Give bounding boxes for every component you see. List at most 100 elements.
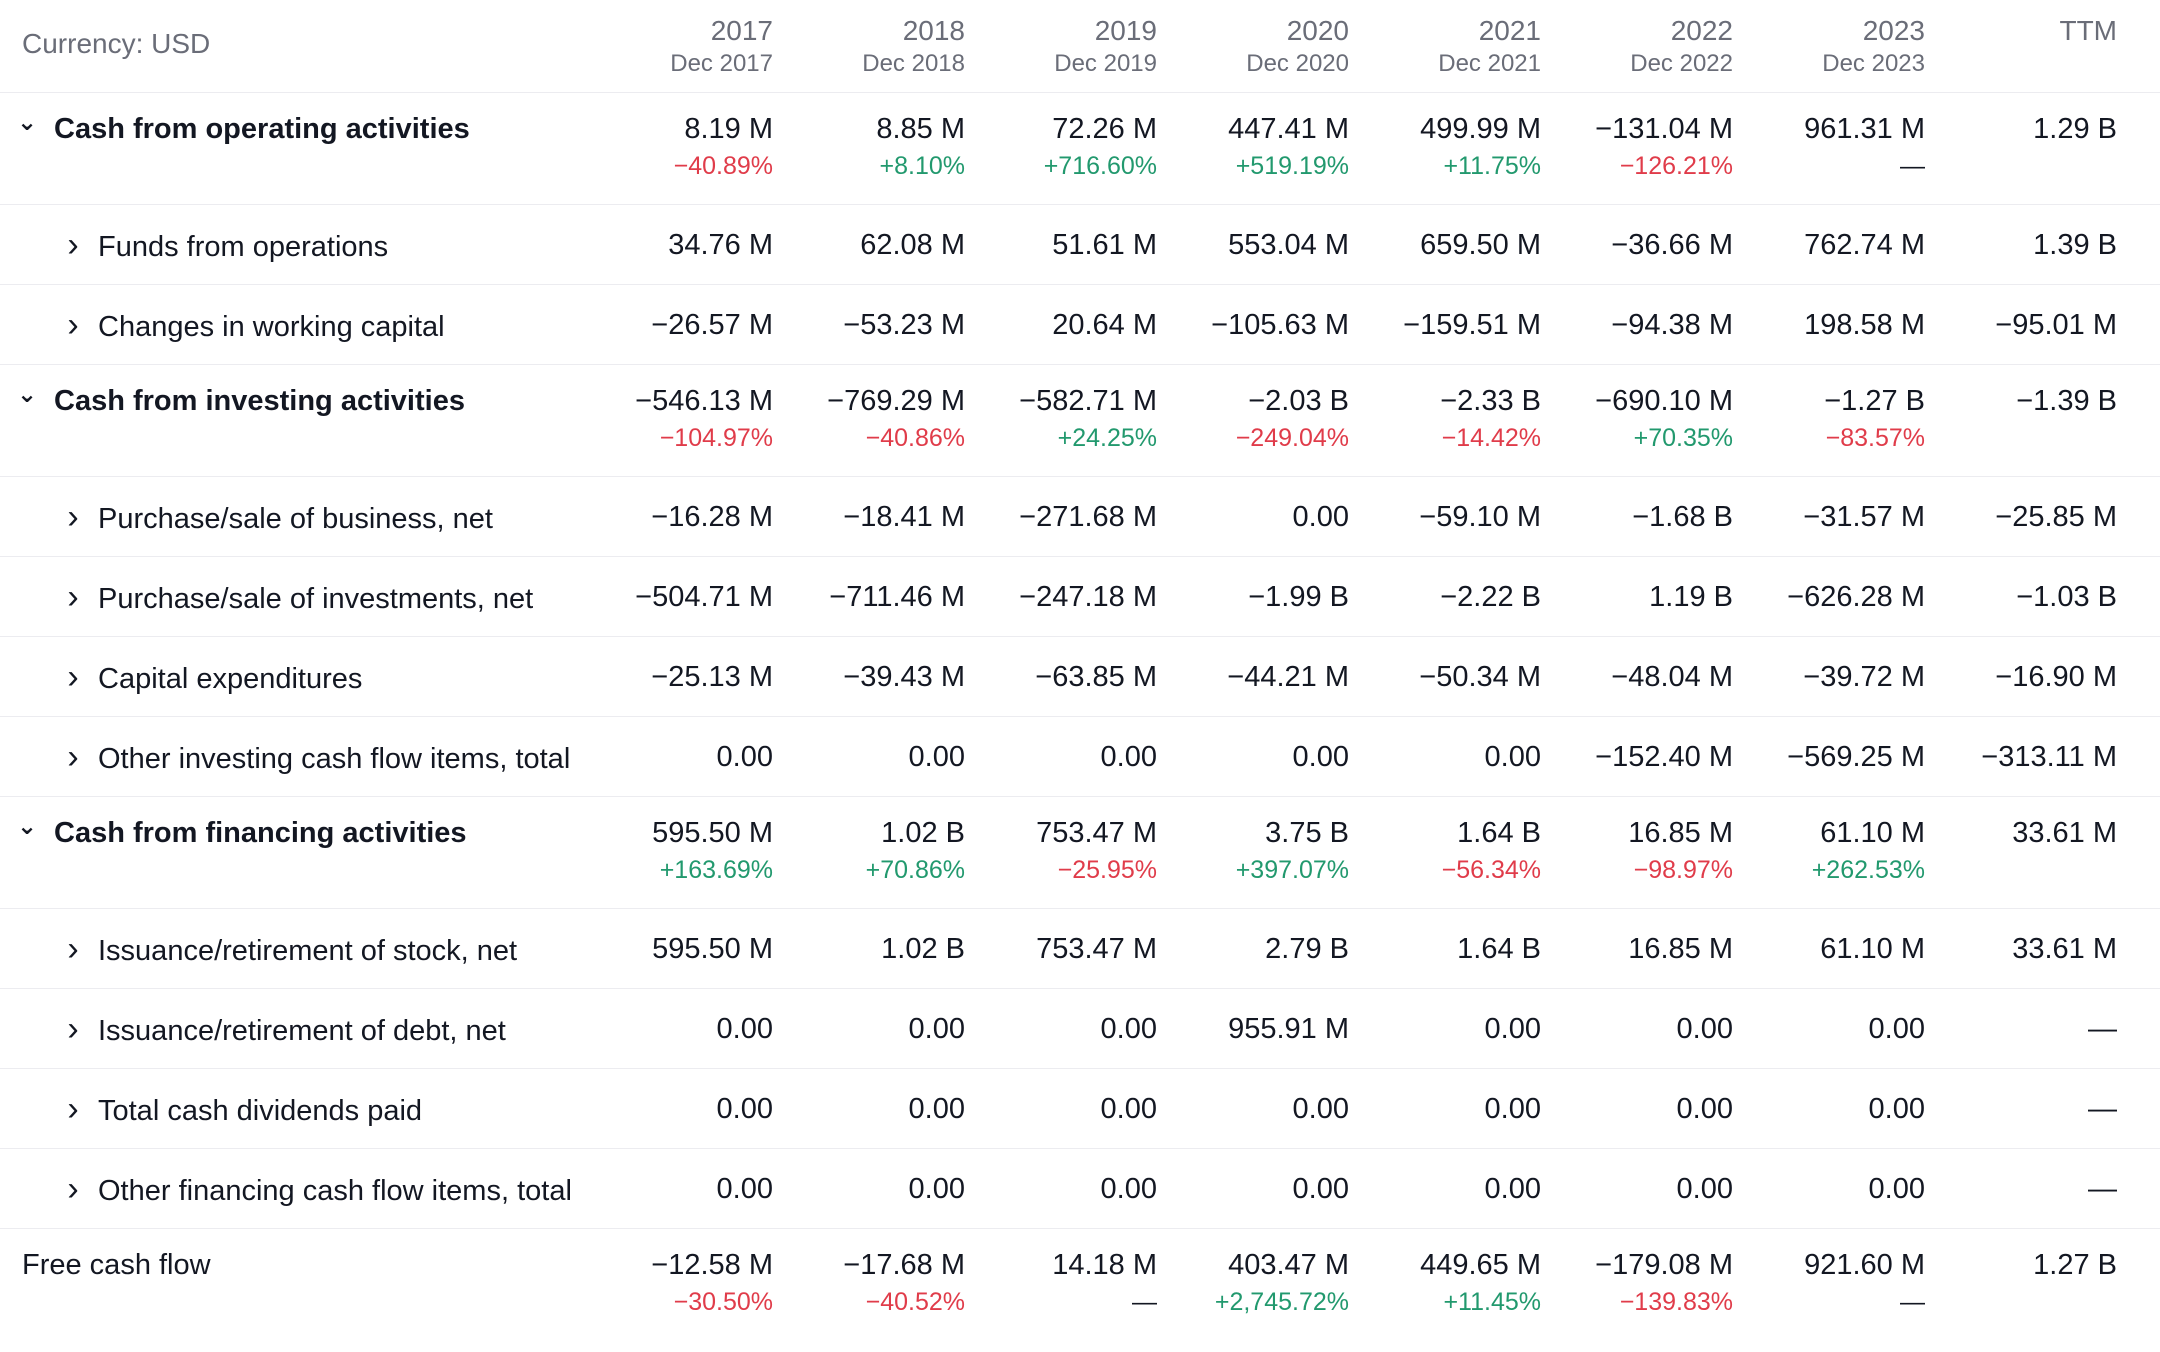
chevron-right-icon[interactable]: › xyxy=(67,226,79,264)
value: 0.00 xyxy=(1868,1173,1925,1205)
table-row[interactable]: › Purchase/sale of investments, net −504.7… xyxy=(0,557,2160,637)
value: 16.85 M xyxy=(1628,933,1733,965)
value: 0.00 xyxy=(1100,1093,1157,1125)
value: 0.00 xyxy=(716,1013,773,1045)
change-percent: — xyxy=(1900,1288,1925,1316)
value: 403.47 M xyxy=(1228,1249,1349,1281)
value: −1.03 B xyxy=(2016,581,2117,613)
row-label[interactable]: › Purchase/sale of business, net xyxy=(58,477,493,557)
row-label[interactable]: › Other financing cash flow items, total xyxy=(58,1149,572,1229)
value-cell: 0.00 xyxy=(1705,989,1925,1069)
column-date: Dec 2022 xyxy=(1630,50,1733,77)
change-percent: −40.89% xyxy=(673,152,773,180)
chevron-right-icon[interactable]: › xyxy=(67,1170,79,1208)
table-row[interactable]: › Issuance/retirement of stock, net 595.50… xyxy=(0,909,2160,989)
value-cell: 1.02 B +70.86% xyxy=(745,811,965,885)
value: 0.00 xyxy=(1676,1013,1733,1045)
chevron-right-icon[interactable]: › xyxy=(67,1090,79,1128)
section-row[interactable]: ⌄ Cash from operating activities 8.19 M −40… xyxy=(0,93,2160,205)
change-percent: +8.10% xyxy=(879,152,966,180)
column-date: Dec 2019 xyxy=(1054,50,1157,77)
value: 0.00 xyxy=(1484,1173,1541,1205)
value-cell: — xyxy=(1897,989,2117,1069)
value: 16.85 M xyxy=(1628,817,1733,849)
table-row[interactable]: › Issuance/retirement of debt, net 0.00 0.0… xyxy=(0,989,2160,1069)
value-cell: 753.47 M xyxy=(937,909,1157,989)
value: 1.02 B xyxy=(881,817,965,849)
row-label[interactable]: › Funds from operations xyxy=(58,205,388,285)
change-percent: −83.57% xyxy=(1825,424,1925,452)
row-label-text: Issuance/retirement of debt, net xyxy=(98,1015,506,1047)
chevron-right-icon[interactable]: › xyxy=(67,930,79,968)
column-date: Dec 2017 xyxy=(670,50,773,77)
table-row[interactable]: › Other financing cash flow items, total 0… xyxy=(0,1149,2160,1229)
table-row[interactable]: › Capital expenditures −25.13 M −39.43 M −63… xyxy=(0,637,2160,717)
value-cell: 16.85 M xyxy=(1513,909,1733,989)
chevron-down-icon[interactable]: ⌄ xyxy=(16,813,38,840)
value: −1.39 B xyxy=(2016,385,2117,417)
table-row[interactable]: › Changes in working capital −26.57 M −53.2… xyxy=(0,285,2160,365)
table-row[interactable]: › Purchase/sale of business, net −16.28 M −… xyxy=(0,477,2160,557)
value: −63.85 M xyxy=(1035,661,1157,693)
value: −582.71 M xyxy=(1019,385,1157,417)
row-label-text: Capital expenditures xyxy=(98,663,363,695)
row-label[interactable]: › Purchase/sale of investments, net xyxy=(58,557,533,637)
value: 0.00 xyxy=(1676,1173,1733,1205)
row-label[interactable]: › Changes in working capital xyxy=(58,285,444,365)
column-year: 2023 xyxy=(1862,15,1925,46)
value-cell: −53.23 M xyxy=(745,285,965,365)
value: −313.11 M xyxy=(1981,741,2117,773)
change-percent: −56.34% xyxy=(1441,856,1541,884)
section-row[interactable]: ⌄ Cash from financing activities 595.50 M +… xyxy=(0,797,2160,909)
value-cell: 0.00 xyxy=(553,1149,773,1229)
row-label-text: Other investing cash flow items, total xyxy=(98,743,571,775)
value: −247.18 M xyxy=(1019,581,1157,613)
value: −546.13 M xyxy=(635,385,773,417)
value: −1.99 B xyxy=(1248,581,1349,613)
value: 0.00 xyxy=(1868,1013,1925,1045)
row-label[interactable]: ⌄ Cash from operating activities xyxy=(12,107,470,151)
row-label[interactable]: › Total cash dividends paid xyxy=(58,1069,422,1149)
row-label[interactable]: › Issuance/retirement of debt, net xyxy=(58,989,506,1069)
change-percent: +24.25% xyxy=(1057,424,1157,452)
chevron-down-icon[interactable]: ⌄ xyxy=(16,381,38,408)
chevron-down-icon[interactable]: ⌄ xyxy=(16,109,38,136)
value-cell: 0.00 xyxy=(745,717,965,797)
chevron-right-icon[interactable]: › xyxy=(67,658,79,696)
column-header: 2021 Dec 2021 xyxy=(1341,14,1541,80)
row-label-text: Total cash dividends paid xyxy=(98,1095,423,1127)
chevron-right-icon[interactable]: › xyxy=(67,578,79,616)
chevron-right-icon[interactable]: › xyxy=(67,306,79,344)
table-row[interactable]: › Funds from operations 34.76 M 62.08 M 51.6… xyxy=(0,205,2160,285)
table-row[interactable]: › Other investing cash flow items, total 0… xyxy=(0,717,2160,797)
value-cell: 0.00 xyxy=(1321,717,1541,797)
row-label[interactable]: ⌄ Cash from investing activities xyxy=(12,379,465,423)
value: 20.64 M xyxy=(1052,309,1157,341)
chevron-right-icon[interactable]: › xyxy=(67,1010,79,1048)
row-label[interactable]: › Capital expenditures xyxy=(58,637,362,717)
chevron-right-icon[interactable]: › xyxy=(67,498,79,536)
value: 553.04 M xyxy=(1228,229,1349,261)
row-label[interactable]: › Issuance/retirement of stock, net xyxy=(58,909,517,989)
row-label[interactable]: ⌄ Cash from financing activities xyxy=(12,811,467,855)
currency-label: Currency: USD xyxy=(22,28,211,59)
value: 198.58 M xyxy=(1804,309,1925,341)
value: 3.75 B xyxy=(1265,817,1349,849)
value: 1.19 B xyxy=(1649,581,1733,613)
column-year: 2021 xyxy=(1478,15,1541,46)
value: −53.23 M xyxy=(843,309,965,341)
value-cell: 1.19 B xyxy=(1513,557,1733,637)
section-row[interactable]: ⌄ Cash from investing activities −546.13 M… xyxy=(0,365,2160,477)
value-cell: −18.41 M xyxy=(745,477,965,557)
value-cell: −48.04 M xyxy=(1513,637,1733,717)
table-row[interactable]: › Total cash dividends paid 0.00 0.00 0.00 0.… xyxy=(0,1069,2160,1149)
chevron-right-icon[interactable]: › xyxy=(67,738,79,776)
column-date: Dec 2018 xyxy=(862,50,965,77)
value-cell: 0.00 xyxy=(745,1149,965,1229)
value: −690.10 M xyxy=(1595,385,1733,417)
value-cell: −159.51 M xyxy=(1321,285,1541,365)
value: −131.04 M xyxy=(1595,113,1733,145)
row-label[interactable]: › Other investing cash flow items, total xyxy=(58,717,570,797)
change-percent: +163.69% xyxy=(659,856,773,884)
value: −504.71 M xyxy=(635,581,773,613)
